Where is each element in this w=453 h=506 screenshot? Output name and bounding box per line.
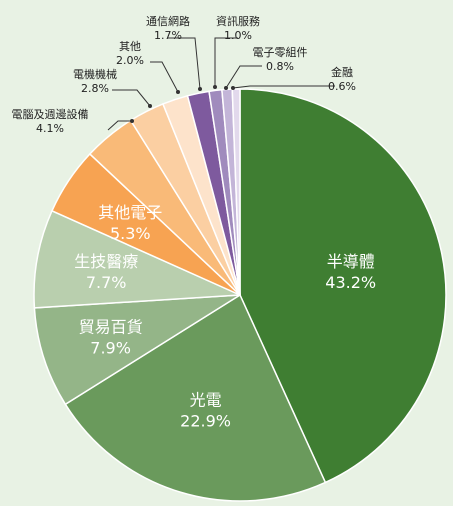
slice-value-label: 43.2% xyxy=(325,273,376,292)
leader-dot xyxy=(130,119,134,123)
leader-line xyxy=(112,89,151,107)
pie-slice xyxy=(33,294,241,406)
slice-label: 其他 xyxy=(119,40,141,53)
leader-line xyxy=(150,61,179,93)
slice-value-label: 7.7% xyxy=(86,273,127,292)
slice-label: 其他電子 xyxy=(98,203,162,222)
slice-value-label: 7.9% xyxy=(90,339,131,358)
slice-value-label: 0.8% xyxy=(266,60,294,73)
pie-slice xyxy=(33,209,241,309)
slice-value-label: 5.3% xyxy=(110,224,151,243)
leader-line xyxy=(168,37,201,90)
leader-line xyxy=(225,65,262,89)
leader-dot xyxy=(213,85,217,89)
slice-label: 金融 xyxy=(331,65,353,79)
slice-value-label: 0.6% xyxy=(328,80,356,93)
slice-label: 光電 xyxy=(190,390,222,409)
leader-line xyxy=(107,120,132,131)
leader-dot xyxy=(224,86,228,90)
slice-value-label: 4.1% xyxy=(36,122,64,135)
leader-dot xyxy=(148,104,152,108)
slice-value-label: 1.7% xyxy=(154,29,182,42)
leader-line xyxy=(232,85,335,89)
slice-label: 電腦及週邊設備 xyxy=(12,107,89,121)
slice-value-label: 1.0% xyxy=(224,29,252,42)
pie-slice xyxy=(64,293,327,502)
slice-label: 電機機械 xyxy=(73,67,117,81)
slice-value-label: 2.8% xyxy=(81,82,109,95)
slice-label: 半導體 xyxy=(327,252,375,271)
slice-label: 電子零組件 xyxy=(253,46,308,59)
pie-slice xyxy=(239,88,447,484)
slice-value-label: 22.9% xyxy=(180,411,231,430)
slice-label: 貿易百貨 xyxy=(79,318,143,337)
slice-label: 通信網路 xyxy=(146,14,190,28)
slice-value-label: 2.0% xyxy=(116,54,144,67)
slice-label: 生技醫療 xyxy=(74,252,138,271)
leader-dot xyxy=(176,90,180,94)
slice-label: 資訊服務 xyxy=(216,14,260,28)
leader-line xyxy=(214,37,238,87)
leader-dot xyxy=(231,86,235,90)
leader-dot xyxy=(198,87,202,91)
